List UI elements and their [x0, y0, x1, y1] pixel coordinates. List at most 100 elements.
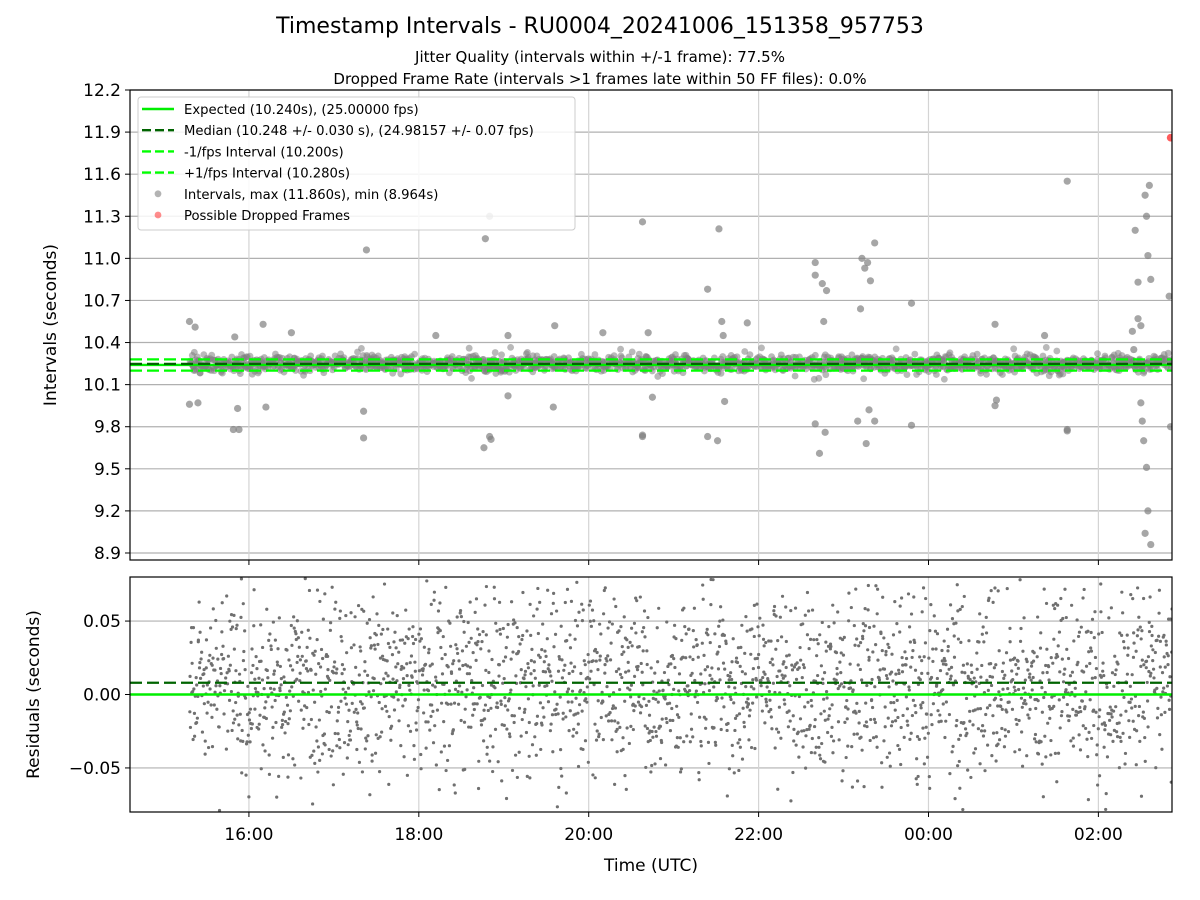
- residual-point: [479, 647, 483, 651]
- residual-point: [622, 650, 626, 654]
- residual-point: [540, 723, 544, 727]
- residual-point: [295, 677, 299, 681]
- residual-point: [214, 684, 218, 688]
- residual-point: [708, 640, 712, 645]
- residual-point: [477, 759, 481, 763]
- residual-point: [583, 663, 587, 667]
- residual-point: [900, 596, 904, 600]
- residual-point: [1133, 704, 1137, 708]
- residual-point: [201, 684, 205, 688]
- residual-point: [253, 687, 258, 691]
- residual-point: [1082, 587, 1086, 592]
- residual-point: [744, 684, 748, 689]
- residual-point: [601, 700, 605, 704]
- residual-point: [326, 668, 330, 672]
- residual-point: [1040, 710, 1044, 714]
- residual-point: [319, 689, 323, 694]
- residual-point: [938, 668, 943, 673]
- residual-point: [706, 740, 711, 744]
- residual-point: [1097, 715, 1101, 719]
- residual-point: [634, 596, 638, 600]
- residual-point: [243, 629, 247, 633]
- residual-point: [1119, 713, 1123, 717]
- residual-point: [359, 649, 363, 653]
- residual-point: [844, 755, 848, 760]
- residual-point: [822, 671, 827, 675]
- residual-point: [268, 686, 273, 690]
- residual-point: [975, 651, 979, 655]
- outlier-point: [360, 407, 368, 415]
- outlier-point: [648, 393, 657, 401]
- residual-point: [553, 690, 557, 694]
- residual-point: [792, 727, 796, 731]
- residual-point: [713, 632, 717, 636]
- residual-point: [328, 628, 332, 632]
- residual-point: [780, 594, 785, 598]
- residual-point: [1024, 702, 1028, 706]
- residual-point: [444, 768, 448, 773]
- x-tick-label: 02:00: [1074, 825, 1123, 845]
- residual-point: [1118, 631, 1122, 635]
- residual-point: [748, 708, 752, 712]
- residual-point: [914, 711, 918, 715]
- residual-point: [594, 738, 599, 742]
- interval-point: [741, 348, 749, 355]
- residual-point: [553, 632, 558, 636]
- residual-point: [209, 626, 213, 630]
- residual-point: [1041, 795, 1045, 799]
- residual-point: [340, 663, 345, 667]
- residual-point: [297, 699, 301, 703]
- residual-point: [957, 759, 961, 764]
- residual-point: [202, 667, 206, 672]
- residual-point: [907, 685, 911, 689]
- residual-point: [276, 647, 280, 651]
- residual-point: [576, 764, 581, 769]
- residual-point: [888, 764, 892, 768]
- residual-point: [724, 641, 728, 646]
- residual-point: [419, 767, 423, 771]
- residual-point: [760, 709, 764, 713]
- residual-point: [921, 700, 925, 705]
- residual-point: [267, 772, 272, 776]
- residual-point: [677, 672, 682, 676]
- residual-point: [1022, 616, 1026, 620]
- residual-point: [193, 734, 197, 738]
- x-tick-label: 20:00: [564, 825, 613, 845]
- residual-point: [592, 683, 596, 687]
- residual-point: [290, 643, 294, 647]
- residual-point: [1140, 658, 1144, 662]
- residual-point: [579, 671, 583, 676]
- residual-point: [326, 654, 330, 658]
- residual-point: [430, 662, 434, 666]
- residual-point: [626, 645, 630, 649]
- residual-point: [955, 583, 959, 587]
- legend-label: -1/fps Interval (10.200s): [184, 145, 344, 160]
- residual-point: [946, 649, 950, 653]
- residual-point: [220, 630, 224, 634]
- residual-point: [287, 717, 291, 721]
- residual-point: [1035, 655, 1039, 659]
- residual-point: [1136, 586, 1140, 590]
- residual-point: [1082, 670, 1086, 674]
- residual-point: [1166, 654, 1170, 658]
- residual-point: [898, 630, 902, 634]
- residual-point: [776, 730, 781, 734]
- residual-point: [674, 637, 678, 641]
- residual-point: [362, 609, 366, 613]
- residual-point: [1000, 707, 1004, 712]
- residual-point: [1158, 665, 1162, 669]
- residual-point: [308, 636, 312, 640]
- residual-point: [984, 615, 988, 619]
- residual-point: [1023, 678, 1027, 682]
- y-tick-label: 8.9: [94, 544, 121, 564]
- residual-point: [865, 724, 869, 729]
- residual-point: [855, 779, 860, 783]
- residual-point: [864, 701, 868, 705]
- residual-point: [907, 625, 912, 629]
- residual-point: [951, 744, 955, 748]
- residual-point: [464, 695, 468, 699]
- residual-point: [335, 667, 339, 671]
- residual-point: [930, 722, 934, 727]
- residual-point: [467, 672, 472, 676]
- residual-point: [791, 714, 795, 718]
